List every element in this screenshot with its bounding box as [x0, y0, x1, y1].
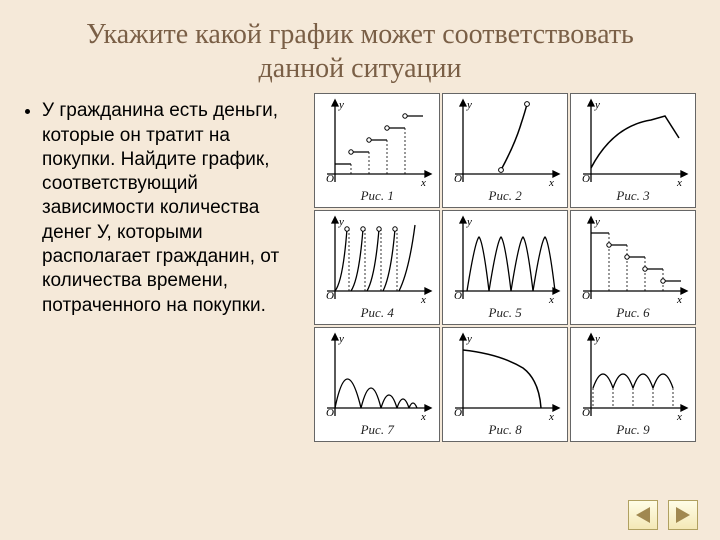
- svg-text:x: x: [676, 294, 682, 306]
- nav-buttons: [628, 500, 698, 530]
- figure-caption-6: Рис. 6: [616, 305, 649, 321]
- svg-text:O: O: [326, 407, 334, 419]
- svg-text:O: O: [326, 173, 334, 185]
- bullet-text-block: У гражданина есть деньги, которые он тра…: [24, 93, 304, 442]
- svg-text:O: O: [582, 407, 590, 419]
- svg-text:O: O: [582, 173, 590, 185]
- figure-cell-6: O y x: [570, 210, 696, 325]
- svg-text:y: y: [338, 216, 344, 228]
- figure-caption-7: Рис. 7: [361, 422, 394, 438]
- figure-caption-4: Рис. 4: [361, 305, 394, 321]
- svg-text:y: y: [466, 216, 472, 228]
- figure-cell-3: O y x Рис. 3: [570, 93, 696, 208]
- svg-text:O: O: [454, 407, 462, 419]
- svg-text:y: y: [466, 333, 472, 345]
- figure-3-svg: O y x: [573, 94, 693, 190]
- figure-caption-3: Рис. 3: [616, 188, 649, 204]
- figure-cell-4: O y x: [314, 210, 440, 325]
- figure-8-svg: O y x: [445, 328, 565, 424]
- slide: Укажите какой график может соответствова…: [0, 0, 720, 540]
- svg-text:x: x: [548, 411, 554, 423]
- title-line-1: Укажите какой график может соответствова…: [86, 19, 634, 50]
- figure-6-svg: O y x: [573, 211, 693, 307]
- svg-text:x: x: [676, 177, 682, 189]
- figure-cell-2: O y x Рис. 2: [442, 93, 568, 208]
- figure-4-svg: O y x: [317, 211, 437, 307]
- triangle-right-icon: [676, 507, 690, 523]
- svg-text:O: O: [582, 290, 590, 302]
- svg-text:y: y: [594, 216, 600, 228]
- svg-text:x: x: [420, 411, 426, 423]
- triangle-left-icon: [636, 507, 650, 523]
- figure-cell-7: O y x Рис. 7: [314, 327, 440, 442]
- figure-1-svg: O y x: [317, 94, 437, 190]
- svg-text:x: x: [420, 177, 426, 189]
- title-line-2: данной ситуации: [259, 53, 462, 84]
- svg-text:y: y: [338, 333, 344, 345]
- svg-text:x: x: [548, 177, 554, 189]
- figure-7-svg: O y x: [317, 328, 437, 424]
- svg-text:x: x: [548, 294, 554, 306]
- figure-5-svg: O y x: [445, 211, 565, 307]
- figure-caption-9: Рис. 9: [616, 422, 649, 438]
- figure-9-svg: O y x: [573, 328, 693, 424]
- figure-cell-1: O y x: [314, 93, 440, 208]
- figure-cell-8: O y x Рис. 8: [442, 327, 568, 442]
- figure-caption-5: Рис. 5: [489, 305, 522, 321]
- svg-text:O: O: [454, 290, 462, 302]
- svg-text:y: y: [338, 99, 344, 111]
- next-button[interactable]: [668, 500, 698, 530]
- prev-button[interactable]: [628, 500, 658, 530]
- svg-text:O: O: [326, 290, 334, 302]
- figure-caption-2: Рис. 2: [489, 188, 522, 204]
- bullet-item: У гражданина есть деньги, которые он тра…: [42, 99, 304, 318]
- svg-text:O: O: [454, 173, 462, 185]
- figure-cell-5: O y x Рис. 5: [442, 210, 568, 325]
- slide-title: Укажите какой график может соответствова…: [24, 18, 696, 85]
- figure-cell-9: O y x Рис. 9: [570, 327, 696, 442]
- svg-text:x: x: [676, 411, 682, 423]
- svg-text:y: y: [594, 99, 600, 111]
- figure-grid: O y x: [314, 93, 696, 442]
- figure-2-svg: O y x: [445, 94, 565, 190]
- figure-caption-8: Рис. 8: [489, 422, 522, 438]
- svg-text:y: y: [466, 99, 472, 111]
- content-row: У гражданина есть деньги, которые он тра…: [24, 93, 696, 442]
- figure-caption-1: Рис. 1: [361, 188, 394, 204]
- svg-text:x: x: [420, 294, 426, 306]
- svg-text:y: y: [594, 333, 600, 345]
